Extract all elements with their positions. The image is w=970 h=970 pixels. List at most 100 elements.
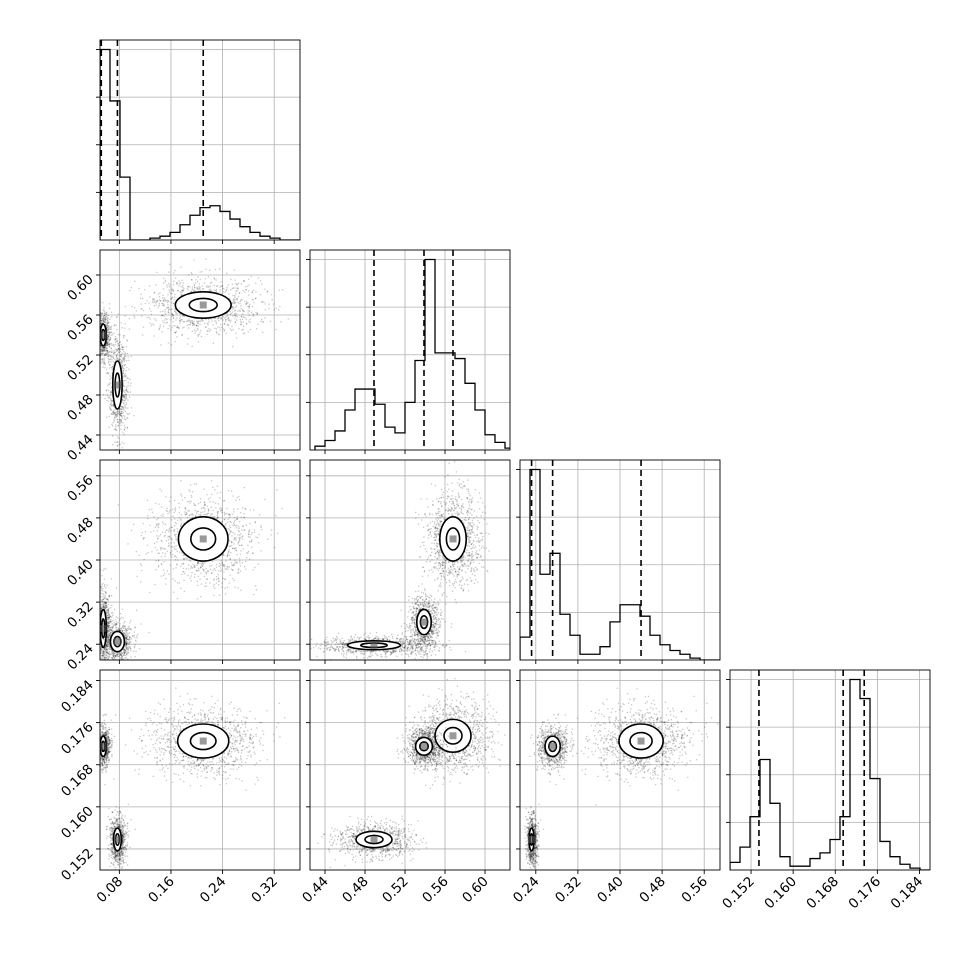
sample-point <box>107 623 109 625</box>
sample-point <box>108 333 110 336</box>
sample-point <box>182 282 184 284</box>
sample-point <box>124 395 126 397</box>
sample-point <box>249 522 251 525</box>
sample-point <box>110 648 113 651</box>
sample-point <box>103 655 105 657</box>
sample-point <box>225 313 228 315</box>
sample-point <box>129 378 131 380</box>
sample-point <box>126 339 128 341</box>
sample-point <box>98 342 99 343</box>
sample-point <box>166 307 168 309</box>
sample-point <box>100 611 102 613</box>
sample-point <box>123 652 126 655</box>
sample-point <box>126 391 128 393</box>
sample-point <box>105 641 108 643</box>
sample-point <box>105 676 106 677</box>
sample-point <box>213 284 216 287</box>
sample-point <box>268 303 270 305</box>
sample-point <box>170 319 172 321</box>
sample-point <box>104 596 106 598</box>
sample-point <box>108 625 110 628</box>
sample-point <box>126 653 128 655</box>
sample-point <box>205 258 207 260</box>
sample-point <box>126 638 129 641</box>
sample-point <box>192 324 194 327</box>
sample-point <box>173 518 176 520</box>
sample-point <box>121 655 123 658</box>
sample-point <box>98 327 99 328</box>
sample-point <box>119 340 121 343</box>
sample-point <box>138 287 140 290</box>
sample-point <box>107 625 109 627</box>
sample-point <box>106 326 108 329</box>
sample-point <box>121 365 123 367</box>
sample-point <box>101 346 103 348</box>
sample-point <box>114 624 116 627</box>
sample-point <box>103 593 105 596</box>
sample-point <box>260 320 262 323</box>
sample-point <box>122 349 124 351</box>
sample-point <box>112 404 115 406</box>
sample-point <box>101 345 103 348</box>
sample-point <box>115 651 117 654</box>
sample-point <box>125 346 128 348</box>
sample-point <box>126 646 128 648</box>
sample-point <box>116 411 118 413</box>
sample-point <box>112 631 114 633</box>
sample-point <box>218 334 221 336</box>
sample-point <box>100 317 102 319</box>
sample-point <box>109 326 111 328</box>
sample-point <box>117 347 119 350</box>
sample-point <box>239 309 241 311</box>
sample-point <box>176 313 178 315</box>
sample-point <box>193 323 196 325</box>
sample-point <box>247 550 250 553</box>
sample-point <box>105 648 107 650</box>
sample-point <box>217 503 219 505</box>
sample-point <box>170 308 172 311</box>
sample-point <box>108 622 110 625</box>
sample-point <box>117 334 119 336</box>
sample-point <box>231 513 234 515</box>
sample-point <box>106 372 108 375</box>
sample-point <box>200 583 202 585</box>
sample-point <box>169 263 171 265</box>
sample-point <box>182 570 184 573</box>
sample-point <box>210 515 212 517</box>
sample-point <box>123 395 126 398</box>
sample-point <box>181 289 184 292</box>
sample-point <box>108 331 110 334</box>
sample-point <box>98 627 99 628</box>
sample-point <box>243 310 245 312</box>
sample-point <box>174 308 176 310</box>
sample-point <box>98 634 99 635</box>
sample-point <box>111 366 114 368</box>
sample-point <box>221 569 223 571</box>
sample-point <box>281 507 283 510</box>
sample-point <box>190 494 192 497</box>
sample-point <box>106 654 108 656</box>
sample-point <box>123 635 125 637</box>
sample-point <box>109 339 111 341</box>
sample-point <box>126 660 127 661</box>
sample-point <box>154 546 156 549</box>
sample-point <box>191 288 194 290</box>
sample-point <box>130 355 132 358</box>
sample-point <box>182 284 184 287</box>
sample-point <box>114 348 116 350</box>
sample-point <box>114 408 116 411</box>
sample-point <box>117 313 120 315</box>
sample-point <box>183 326 185 328</box>
sample-point <box>108 682 109 683</box>
sample-point <box>118 655 121 658</box>
sample-point <box>183 314 185 317</box>
sample-point <box>173 511 175 514</box>
sample-point <box>118 346 121 348</box>
sample-point <box>167 538 170 541</box>
sample-point <box>124 649 127 651</box>
sample-point <box>126 642 128 645</box>
sample-point <box>211 560 214 563</box>
sample-point <box>108 343 110 345</box>
sample-point <box>107 337 109 339</box>
